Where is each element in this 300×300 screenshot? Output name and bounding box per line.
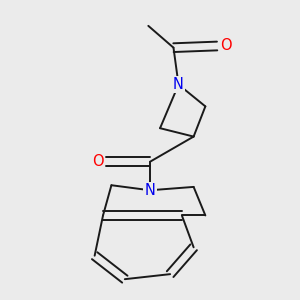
Text: N: N: [145, 183, 155, 198]
Text: N: N: [173, 77, 184, 92]
Text: O: O: [220, 38, 231, 53]
Text: O: O: [92, 154, 104, 169]
